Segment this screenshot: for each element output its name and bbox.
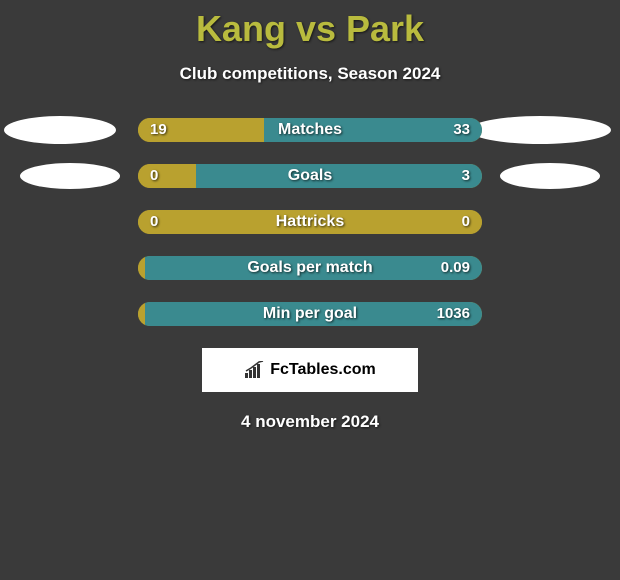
stat-name: Goals per match — [138, 256, 482, 280]
stat-row: 00Hattricks — [0, 210, 620, 234]
stat-name: Hattricks — [138, 210, 482, 234]
comparison-chart: 1933Matches 03Goals 00Hattricks 0.09Goals p… — [0, 118, 620, 326]
stat-row: 1933Matches — [0, 118, 620, 142]
stat-name: Min per goal — [138, 302, 482, 326]
stat-row: 03Goals — [0, 164, 620, 188]
date-text: 4 november 2024 — [0, 412, 620, 432]
chart-icon — [244, 361, 266, 379]
player-right-ellipse — [469, 116, 611, 144]
branding-box: FcTables.com — [202, 348, 418, 392]
subtitle: Club competitions, Season 2024 — [0, 64, 620, 84]
page-title: Kang vs Park — [0, 0, 620, 50]
branding-text: FcTables.com — [270, 361, 376, 379]
player-right-ellipse — [500, 163, 600, 189]
stat-row: 0.09Goals per match — [0, 256, 620, 280]
stat-name: Matches — [138, 118, 482, 142]
player-left-ellipse — [4, 116, 116, 144]
player-left-ellipse — [20, 163, 120, 189]
stat-row: 1036Min per goal — [0, 302, 620, 326]
stat-name: Goals — [138, 164, 482, 188]
